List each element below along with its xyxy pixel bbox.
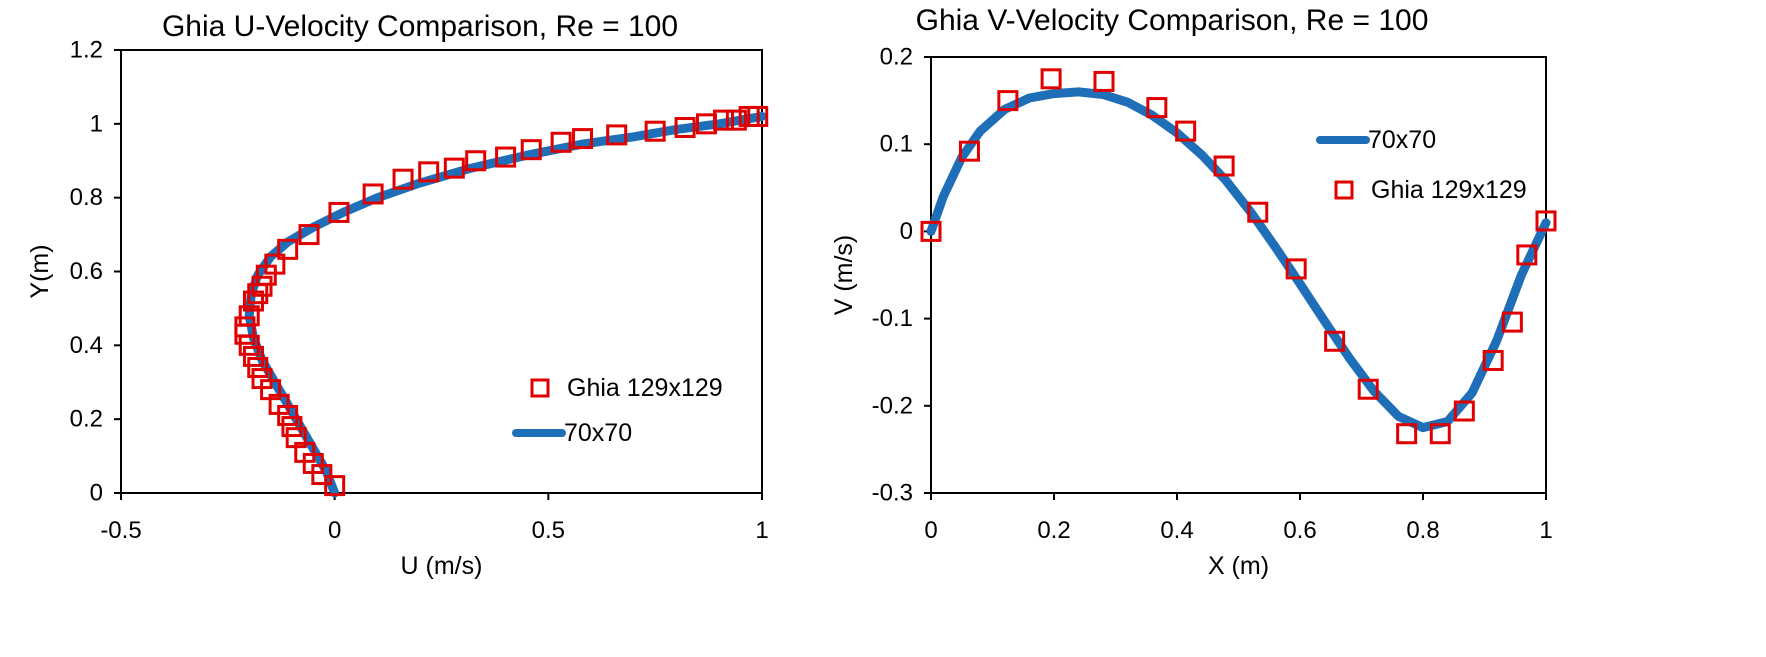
legend-70x70-label: 70x70 xyxy=(564,419,632,447)
ghia-marker xyxy=(997,90,1019,112)
u-legend: Ghia 129x129 70x70 xyxy=(512,374,723,447)
ghia-marker xyxy=(1396,423,1418,445)
series-line-70x70 xyxy=(926,87,1551,433)
y-tick-label: 0.6 xyxy=(70,258,103,285)
ghia-marker xyxy=(644,120,666,142)
x-tick-label: 1 xyxy=(1539,517,1552,544)
x-tick-label: 1 xyxy=(755,517,768,544)
ghia-marker xyxy=(1501,311,1523,333)
ghia-marker xyxy=(247,356,269,378)
ghia-marker xyxy=(920,220,942,242)
v-chart-title: Ghia V-Velocity Comparison, Re = 100 xyxy=(916,4,1429,37)
ghia-marker xyxy=(251,275,273,297)
v-plot-area: 0 0.2 0.4 0.6 0.8 1 -0.3 -0.2 -0.1 0 0.1 0.2 xyxy=(872,44,1557,544)
ghia-marker xyxy=(495,146,517,168)
ghia-marker xyxy=(1093,70,1115,92)
ghia-marker xyxy=(465,150,487,172)
x-tick-label: 0.4 xyxy=(1160,517,1193,544)
y-tick-label: 0.2 xyxy=(70,406,103,433)
y-tick-label: -0.2 xyxy=(872,392,913,419)
ghia-marker xyxy=(1453,400,1475,422)
ghia-marker xyxy=(1040,68,1062,90)
u-y-axis-label: Y(m) xyxy=(26,244,54,298)
ghia-marker xyxy=(747,105,769,127)
ghia-marker xyxy=(1247,201,1269,223)
ghia-marker xyxy=(520,139,542,161)
y-tick-label: 0.1 xyxy=(880,131,913,158)
y-tick-label: -0.3 xyxy=(872,480,913,507)
ghia-marker xyxy=(281,416,303,438)
legend-ghia-label: Ghia 129x129 xyxy=(1371,176,1527,204)
v-legend: Ghia 129x129 70x70 xyxy=(1316,126,1527,204)
ghia-marker xyxy=(277,238,299,260)
plot-frame xyxy=(930,56,1547,494)
y-tick-label: 1 xyxy=(90,110,103,137)
ghia-marker xyxy=(674,117,696,139)
x-tick-label: 0.6 xyxy=(1283,517,1316,544)
ghia-marker xyxy=(725,109,747,131)
ghia-marker xyxy=(572,128,594,150)
ghia-marker xyxy=(234,316,256,338)
ghia-marker xyxy=(1285,258,1307,280)
ghia-marker xyxy=(1429,423,1451,445)
ghia-marker xyxy=(328,201,350,223)
x-tick-label: -0.5 xyxy=(100,517,141,544)
ghia-marker xyxy=(1535,210,1557,232)
y-tick-label: -0.1 xyxy=(872,305,913,332)
x-tick-label: 0.5 xyxy=(532,517,565,544)
ghia-marker xyxy=(392,168,414,190)
y-tick-label: 1.2 xyxy=(70,37,103,64)
v-velocity-chart: Ghia V-Velocity Comparison, Re = 100 0 0.… xyxy=(830,4,1557,580)
ghia-marker xyxy=(713,109,735,131)
ghia-marker xyxy=(1482,349,1504,371)
y-tick-label: 0.2 xyxy=(880,44,913,71)
ghia-marker xyxy=(251,368,273,390)
ghia-marker xyxy=(1324,330,1346,352)
x-tick-label: 0 xyxy=(924,517,937,544)
y-tick-label: 0.8 xyxy=(70,184,103,211)
ghia-marker xyxy=(1516,244,1538,266)
ghia-marker xyxy=(606,124,628,146)
ghia-marker xyxy=(1175,120,1197,142)
ghia-marker xyxy=(362,183,384,205)
y-tick-label: 0.4 xyxy=(70,332,103,359)
series-line-70x70 xyxy=(244,111,767,498)
ghia-marker xyxy=(298,224,320,246)
x-tick-label: 0 xyxy=(328,517,341,544)
ghia-marker xyxy=(443,157,465,179)
ghia-marker xyxy=(1146,97,1168,119)
ghia-marker xyxy=(242,345,264,367)
y-tick-label: 0 xyxy=(90,480,103,507)
legend-ghia-label: Ghia 129x129 xyxy=(567,374,723,402)
v-x-axis-label: X (m) xyxy=(1208,552,1269,580)
u-velocity-chart: Ghia U-Velocity Comparison, Re = 100 -0.… xyxy=(26,10,769,580)
x-tick-label: 0.8 xyxy=(1406,517,1439,544)
ghia-marker xyxy=(264,253,286,275)
legend-ghia-swatch xyxy=(530,378,550,398)
u-x-axis-label: U (m/s) xyxy=(401,552,483,580)
v-y-axis-label: V (m/s) xyxy=(830,235,858,316)
ghia-marker xyxy=(418,161,440,183)
ghia-marker xyxy=(238,305,260,327)
ghia-marker xyxy=(1213,155,1235,177)
u-plot-area: -0.5 0 0.5 1 0 0.2 0.4 0.6 0.8 1 1.2 xyxy=(70,37,769,545)
ghia-marker xyxy=(550,131,572,153)
plot-frame xyxy=(120,49,763,494)
ghia-marker xyxy=(324,475,346,497)
ghia-marker xyxy=(958,140,980,162)
u-chart-title: Ghia U-Velocity Comparison, Re = 100 xyxy=(162,10,678,43)
legend-70x70-label: 70x70 xyxy=(1368,126,1436,154)
x-tick-label: 0.2 xyxy=(1037,517,1070,544)
y-tick-label: 0 xyxy=(900,218,913,245)
ghia-marker xyxy=(1357,378,1379,400)
legend-ghia-swatch xyxy=(1334,180,1354,200)
ghia-marker xyxy=(285,427,307,449)
